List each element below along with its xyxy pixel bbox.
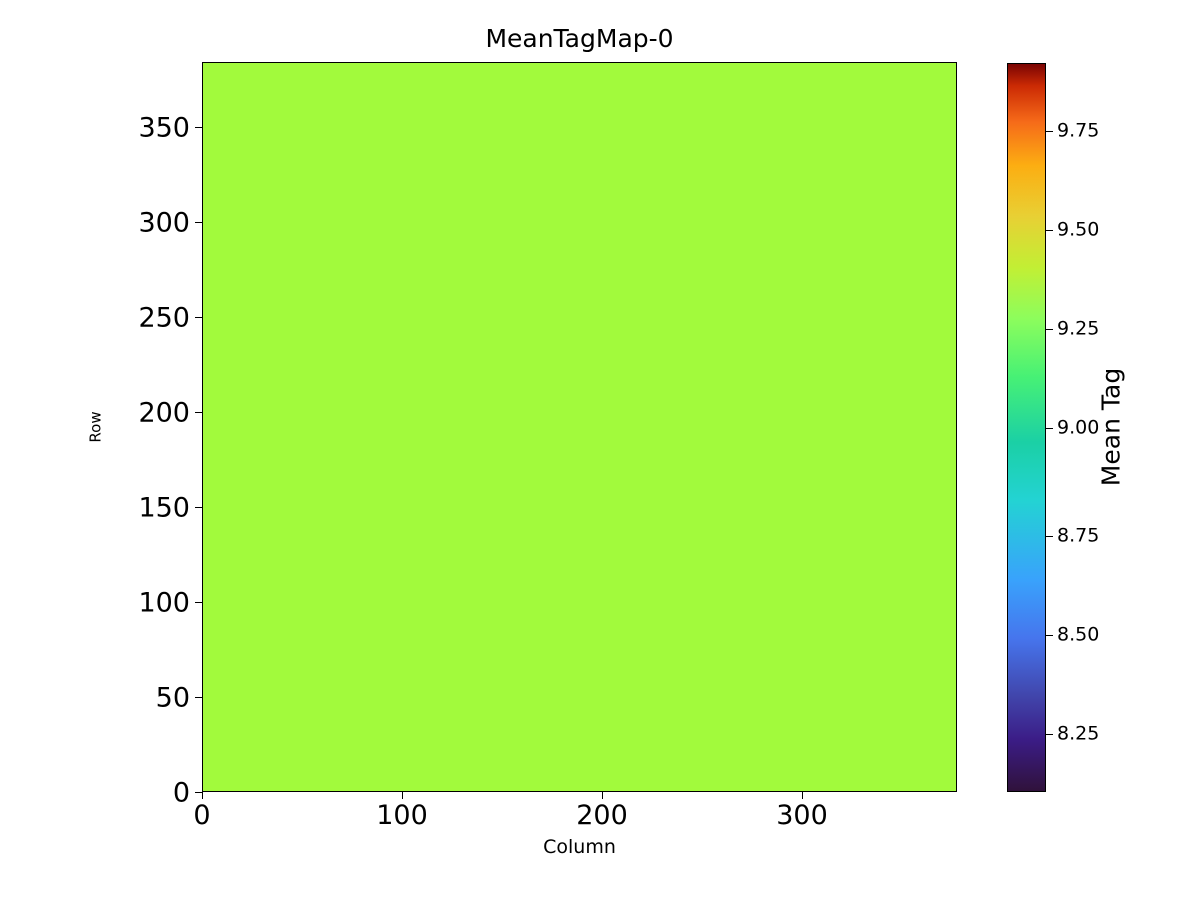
colorbar-tick-mark-9-00 — [1046, 428, 1053, 430]
ytick-mark-250 — [195, 317, 202, 319]
xtick-label-100: 100 — [376, 800, 428, 831]
xtick-label-0: 0 — [193, 800, 211, 831]
ytick-label-50: 50 — [155, 682, 190, 714]
colorbar[interactable] — [1007, 63, 1046, 792]
colorbar-gradient — [1008, 64, 1045, 791]
colorbar-tick-label-8-25: 8.25 — [1057, 722, 1100, 745]
colorbar-tick-label-9-25: 9.25 — [1057, 317, 1100, 340]
ytick-mark-100 — [195, 602, 202, 604]
colorbar-label: Mean Tag — [1096, 367, 1126, 487]
ytick-label-200: 200 — [138, 397, 190, 429]
x-axis-label: Column — [543, 836, 616, 858]
ytick-label-150: 150 — [138, 492, 190, 524]
colorbar-tick-label-8-50: 8.50 — [1057, 623, 1100, 646]
heatmap-axes[interactable] — [202, 62, 957, 792]
xtick-mark-300 — [802, 792, 804, 799]
ytick-label-250: 250 — [138, 302, 190, 334]
ytick-mark-50 — [195, 697, 202, 699]
ytick-mark-200 — [195, 412, 202, 414]
ytick-label-300: 300 — [138, 207, 190, 239]
xtick-mark-0 — [202, 792, 204, 799]
heatmap-image — [203, 63, 956, 791]
colorbar-tick-label-9-50: 9.50 — [1057, 218, 1100, 241]
colorbar-tick-mark-9-25 — [1046, 329, 1053, 331]
ytick-mark-0 — [195, 792, 202, 794]
ytick-label-100: 100 — [138, 587, 190, 619]
colorbar-tick-mark-9-50 — [1046, 230, 1053, 232]
y-axis-label: Row — [86, 411, 105, 443]
colorbar-tick-mark-8-50 — [1046, 635, 1053, 637]
xtick-mark-200 — [602, 792, 604, 799]
ytick-mark-350 — [195, 127, 202, 129]
ytick-label-350: 350 — [138, 112, 190, 144]
chart-title: MeanTagMap-0 — [485, 24, 674, 53]
colorbar-tick-label-9-00: 9.00 — [1057, 416, 1100, 439]
colorbar-tick-mark-8-75 — [1046, 536, 1053, 538]
ytick-mark-300 — [195, 222, 202, 224]
colorbar-tick-label-8-75: 8.75 — [1057, 524, 1100, 547]
ytick-label-0: 0 — [172, 777, 190, 809]
colorbar-tick-label-9-75: 9.75 — [1057, 119, 1100, 142]
ytick-mark-150 — [195, 507, 202, 509]
xtick-label-200: 200 — [576, 800, 628, 831]
xtick-label-300: 300 — [776, 800, 828, 831]
colorbar-tick-mark-8-25 — [1046, 734, 1053, 736]
xtick-mark-100 — [402, 792, 404, 799]
colorbar-tick-mark-9-75 — [1046, 131, 1053, 133]
